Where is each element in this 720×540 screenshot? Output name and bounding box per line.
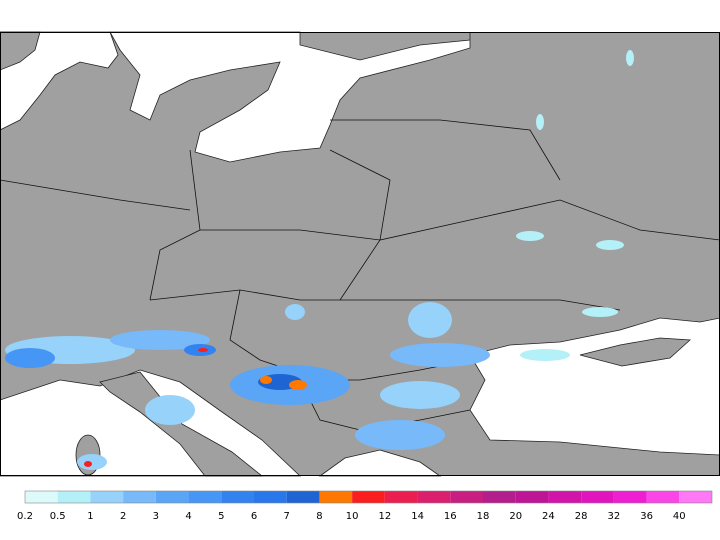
legend-label: 18	[477, 511, 490, 522]
legend-swatch	[221, 491, 254, 503]
legend-label: 8	[316, 511, 322, 522]
rain-area	[84, 461, 92, 467]
rain-area	[5, 348, 55, 368]
legend-swatch	[286, 491, 320, 503]
border	[200, 199, 720, 241]
legend-label: 6	[251, 511, 257, 522]
border	[149, 289, 621, 311]
legend-label: 1	[87, 511, 93, 522]
legend-label: 32	[607, 511, 620, 522]
legend-label: 36	[640, 511, 653, 522]
legend-label: 0.5	[50, 511, 66, 522]
rain-area	[408, 302, 452, 338]
legend: 0.2 0.5 1 2 3 4 5 6 7 8 10 12 14 16 18 20 24 28 32 36 40	[17, 490, 713, 522]
legend-swatch	[515, 491, 549, 503]
legend-label: 16	[444, 511, 457, 522]
rain-area	[145, 395, 195, 425]
legend-swatch	[548, 491, 582, 503]
rain-area	[285, 304, 305, 320]
legend-swatch	[450, 491, 483, 503]
border	[330, 119, 561, 181]
legend-swatch	[254, 491, 287, 503]
legend-label: 28	[575, 511, 588, 522]
legend-label: 7	[284, 511, 290, 522]
legend-swatch	[352, 491, 385, 503]
crimea	[579, 337, 691, 367]
legend-label: 2	[120, 511, 126, 522]
legend-label: 40	[673, 511, 686, 522]
legend-swatch	[319, 491, 353, 503]
legend-swatch	[581, 491, 614, 503]
legend-swatch	[123, 491, 156, 503]
legend-label: 12	[378, 511, 391, 522]
map	[0, 31, 720, 477]
legend-label: 5	[218, 511, 224, 522]
legend-swatch	[188, 491, 222, 503]
precipitation	[5, 50, 634, 470]
border	[149, 149, 201, 301]
border	[329, 149, 391, 301]
rain-area	[596, 240, 624, 250]
rain-area	[582, 307, 618, 317]
legend-swatch	[646, 491, 680, 503]
north-sea	[0, 31, 119, 131]
rain-area	[110, 330, 210, 350]
rain-area	[536, 114, 544, 130]
border	[0, 179, 191, 211]
rain-area	[77, 454, 107, 470]
legend-swatch	[417, 491, 451, 503]
legend-label: 3	[153, 511, 159, 522]
rain-area	[520, 349, 570, 361]
legend-swatch	[613, 491, 647, 503]
legend-label: 10	[346, 511, 359, 522]
rain-area	[198, 348, 208, 352]
legend-swatch	[25, 491, 58, 503]
rain-area	[260, 376, 272, 384]
legend-swatch	[679, 491, 712, 503]
rain-area	[380, 381, 460, 409]
legend-label: 20	[509, 511, 522, 522]
legend-swatch	[384, 491, 418, 503]
legend-label: 14	[411, 511, 424, 522]
rain-area	[355, 420, 445, 450]
rain-area	[289, 380, 307, 390]
legend-label: 24	[542, 511, 555, 522]
legend-swatch	[155, 491, 189, 503]
baltic-sea	[109, 31, 471, 163]
rain-area	[390, 343, 490, 367]
legend-label: 0.2	[17, 511, 33, 522]
rain-area	[626, 50, 634, 66]
legend-swatch	[57, 491, 91, 503]
legend-swatch	[90, 491, 124, 503]
legend-label: 4	[185, 511, 191, 522]
legend-swatch	[483, 491, 516, 503]
legend-frame	[24, 490, 713, 504]
rain-area	[516, 231, 544, 241]
